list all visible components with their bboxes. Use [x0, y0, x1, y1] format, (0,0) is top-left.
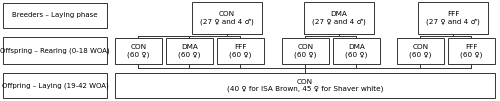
- Bar: [418, 2, 488, 34]
- Text: CON
(60 ♀): CON (60 ♀): [128, 44, 150, 58]
- Text: DMA
(60 ♀): DMA (60 ♀): [178, 44, 201, 58]
- Text: FFF
(60 ♀): FFF (60 ♀): [230, 44, 252, 58]
- Bar: [333, 38, 380, 64]
- Text: CON
(60 ♀): CON (60 ♀): [294, 44, 316, 58]
- Text: Offpring – Laying (19-42 WOA): Offpring – Laying (19-42 WOA): [2, 82, 108, 89]
- Text: DMA
(60 ♀): DMA (60 ♀): [346, 44, 368, 58]
- Bar: [3, 73, 107, 98]
- Bar: [115, 73, 495, 98]
- Text: FFF
(27 ♀ and 4 ♂): FFF (27 ♀ and 4 ♂): [426, 11, 480, 25]
- Text: FFF
(60 ♀): FFF (60 ♀): [460, 44, 482, 58]
- Bar: [304, 2, 374, 34]
- Text: CON
(27 ♀ and 4 ♂): CON (27 ♀ and 4 ♂): [200, 11, 254, 25]
- Bar: [448, 38, 495, 64]
- Bar: [166, 38, 213, 64]
- Bar: [282, 38, 329, 64]
- Bar: [115, 38, 162, 64]
- Bar: [3, 3, 107, 28]
- Text: Offspring – Rearing (0-18 WOA): Offspring – Rearing (0-18 WOA): [0, 47, 110, 54]
- Bar: [397, 38, 444, 64]
- Text: Breeders – Laying phase: Breeders – Laying phase: [12, 13, 98, 18]
- Bar: [192, 2, 262, 34]
- Text: CON
(40 ♀ for ISA Brown, 45 ♀ for Shaver white): CON (40 ♀ for ISA Brown, 45 ♀ for Shaver…: [227, 78, 383, 93]
- Text: CON
(60 ♀): CON (60 ♀): [410, 44, 432, 58]
- Bar: [3, 37, 107, 64]
- Bar: [217, 38, 264, 64]
- Text: DMA
(27 ♀ and 4 ♂): DMA (27 ♀ and 4 ♂): [312, 11, 366, 25]
